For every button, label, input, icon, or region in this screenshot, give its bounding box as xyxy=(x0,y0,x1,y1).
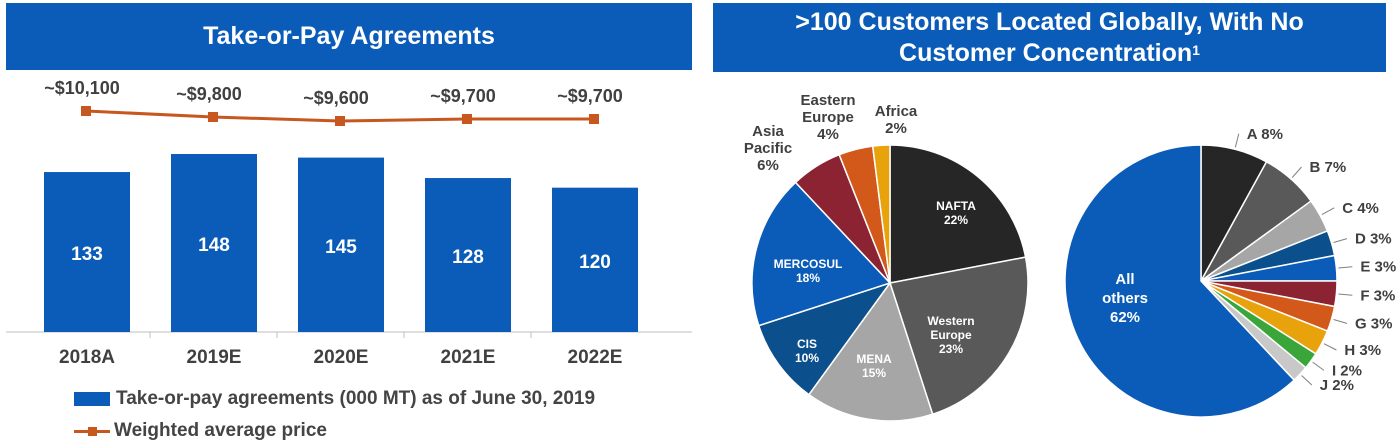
x-tick-label-2022E: 2022E xyxy=(568,347,623,368)
region-pie-slice-western-europe xyxy=(889,256,1029,416)
footnote-marker: 1 xyxy=(1192,41,1200,58)
region-label-eastern-europe: Eastern Europe 4% xyxy=(800,92,855,143)
customer-label-c-leader xyxy=(1321,207,1335,215)
customer-label-d: D 3% xyxy=(1355,231,1392,248)
bar-value-label-2021E: 128 xyxy=(452,247,484,268)
x-tick-label-2020E: 2020E xyxy=(314,347,369,368)
customer-label-i-leader xyxy=(1312,361,1325,371)
price-label-2020E: ~$9,600 xyxy=(303,88,369,108)
region-label-nafta: NAFTA 22% xyxy=(936,199,976,227)
price-marker-2020E xyxy=(335,116,345,126)
bar-value-label-2022E: 120 xyxy=(579,252,611,273)
left-panel-title: Take-or-Pay Agreements xyxy=(6,3,692,70)
legend-swatch-line xyxy=(74,424,110,438)
customer-label-j: J 2% xyxy=(1320,377,1354,394)
legend-label-line: Weighted average price xyxy=(114,420,327,441)
x-tick-label-2021E: 2021E xyxy=(441,347,496,368)
price-label-2019E: ~$9,800 xyxy=(176,84,242,104)
customer-label-a: A 8% xyxy=(1247,126,1283,143)
region-label-cis: CIS 10% xyxy=(795,337,819,365)
bar-2019E xyxy=(171,154,257,332)
x-tick-label-2018A: 2018A xyxy=(59,347,115,368)
bar-2020E xyxy=(298,157,384,332)
region-label-mena: MENA 15% xyxy=(856,352,892,380)
customer-label-f: F 3% xyxy=(1360,287,1395,304)
legend-swatch-bar xyxy=(74,392,110,406)
bar-2021E xyxy=(425,178,511,332)
customer-label-b: B 7% xyxy=(1310,159,1347,176)
region-label-mercosul: MERCOSUL 18% xyxy=(774,257,843,285)
customer-label-i: I 2% xyxy=(1332,362,1362,379)
price-label-2018A: ~$10,100 xyxy=(44,78,120,98)
region-pie-slice-nafta xyxy=(889,144,1027,284)
bar-value-label-2020E: 145 xyxy=(325,237,357,258)
bar-2022E xyxy=(552,187,638,332)
bar-value-label-2019E: 148 xyxy=(198,235,230,256)
legend-item-line: Weighted average price xyxy=(74,420,327,442)
price-label-2021E: ~$9,700 xyxy=(430,86,496,106)
price-marker-2021E xyxy=(462,114,472,124)
region-label-asia-pacific: Asia Pacific 6% xyxy=(744,123,792,174)
customer-label-g-leader xyxy=(1333,319,1348,324)
customer-label-d-leader xyxy=(1333,238,1348,243)
region-label-africa: Africa 2% xyxy=(875,103,918,137)
region-pie-slice-africa xyxy=(871,144,891,284)
price-marker-2022E xyxy=(589,114,599,124)
x-tick-label-2019E: 2019E xyxy=(187,347,242,368)
customer-label-h: H 3% xyxy=(1344,342,1381,359)
customer-label-j-leader xyxy=(1301,375,1313,386)
customer-label-e: E 3% xyxy=(1360,259,1396,276)
customer-label-b-leader xyxy=(1291,166,1302,178)
price-marker-2018A xyxy=(81,106,91,116)
customer-label-a-leader xyxy=(1234,133,1240,148)
right-title-line2: Customer Concentration xyxy=(899,38,1193,67)
customer-label-g: G 3% xyxy=(1355,315,1393,332)
customer-label-all-others: All others 62% xyxy=(1102,271,1148,326)
legend-label-bars: Take-or-pay agreements (000 MT) as of Ju… xyxy=(116,388,596,409)
bar-value-label-2018A: 133 xyxy=(71,244,103,265)
customer-label-h-leader xyxy=(1323,343,1337,351)
price-label-2022E: ~$9,700 xyxy=(557,86,623,106)
region-pie-slice-mena xyxy=(807,281,934,422)
right-panel-title: >100 Customers Located Globally, With No… xyxy=(713,3,1386,72)
customer-pie-slice-all-others xyxy=(1064,144,1296,418)
customer-label-c: C 4% xyxy=(1342,200,1379,217)
right-title-line1: >100 Customers Located Globally, With No xyxy=(795,7,1304,36)
region-label-western-europe: Western Europe 23% xyxy=(927,314,974,356)
customer-label-f-leader xyxy=(1338,293,1353,296)
price-marker-2019E xyxy=(208,112,218,122)
region-pie-slice-mercosul xyxy=(751,181,892,327)
legend-item-bars: Take-or-pay agreements (000 MT) as of Ju… xyxy=(74,388,595,410)
region-pie-slice-cis xyxy=(757,281,892,396)
customer-label-e-leader xyxy=(1338,266,1353,269)
bar-2018A xyxy=(44,172,130,332)
